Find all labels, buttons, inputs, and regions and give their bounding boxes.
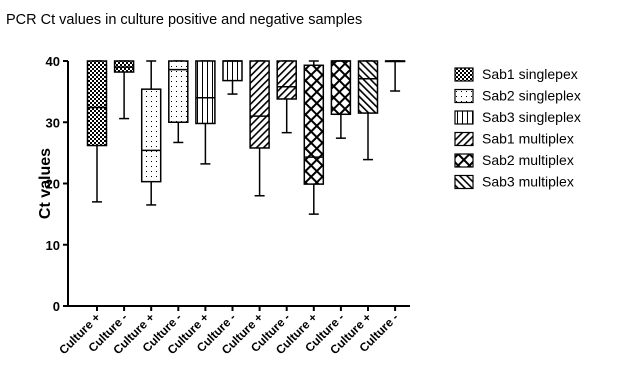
iqr-box: [330, 60, 352, 116]
box-plot: [140, 60, 162, 206]
iqr-box: [222, 60, 243, 82]
legend-swatch: [454, 67, 474, 82]
y-tick-label: 10: [46, 238, 60, 253]
legend-item: Sab1 singlepex: [454, 66, 578, 82]
box-plot: [222, 60, 243, 95]
y-tick-label: 40: [46, 54, 60, 69]
y-tick-label: 20: [46, 177, 60, 192]
y-tick-label: 0: [53, 299, 60, 314]
legend-label: Sab1 multiplex: [482, 131, 574, 147]
y-tick-label: 30: [46, 115, 60, 130]
boxes-layer: [86, 60, 406, 215]
legend-item: Sab3 singleplex: [454, 109, 581, 125]
iqr-box: [168, 60, 189, 123]
legend-label: Sab2 singleplex: [482, 88, 581, 104]
box-plot: [195, 60, 216, 165]
iqr-box: [86, 60, 108, 147]
iqr-box: [249, 60, 270, 149]
iqr-box: [140, 88, 162, 183]
legend-item: Sab3 multiplex: [454, 174, 574, 190]
iqr-box: [276, 60, 297, 100]
legend-label: Sab1 singlepex: [482, 66, 578, 82]
legend-swatch: [454, 131, 474, 147]
legend-label: Sab3 multiplex: [482, 174, 574, 190]
box-plot: [330, 60, 352, 139]
legend-swatch: [454, 110, 474, 125]
y-axis-title: Ct values: [37, 148, 54, 219]
legend-swatch: [454, 88, 474, 104]
box-plot: [357, 60, 379, 161]
legend-label: Sab2 multiplex: [482, 152, 574, 168]
iqr-box: [357, 60, 379, 114]
box-plot: [303, 60, 325, 215]
legend-swatch: [454, 174, 474, 190]
legend-label: Sab3 singleplex: [482, 109, 581, 125]
iqr-box: [303, 64, 325, 185]
box-plot: [384, 60, 406, 92]
legend-item: Sab2 multiplex: [454, 152, 574, 168]
chart-title: PCR Ct values in culture positive and ne…: [6, 12, 363, 28]
legend-item: Sab2 singleplex: [454, 88, 581, 104]
legend-layer: Sab1 singlepex Sab2 singleplex Sab3 single…: [454, 66, 581, 190]
legend-item: Sab1 multiplex: [454, 131, 574, 147]
box-plot: [249, 60, 270, 197]
box-plot: [276, 60, 297, 134]
box-plot: [168, 60, 189, 144]
iqr-box: [195, 60, 216, 125]
legend-swatch: [454, 153, 474, 168]
box-plot: [86, 60, 108, 203]
box-plot: [113, 60, 135, 120]
